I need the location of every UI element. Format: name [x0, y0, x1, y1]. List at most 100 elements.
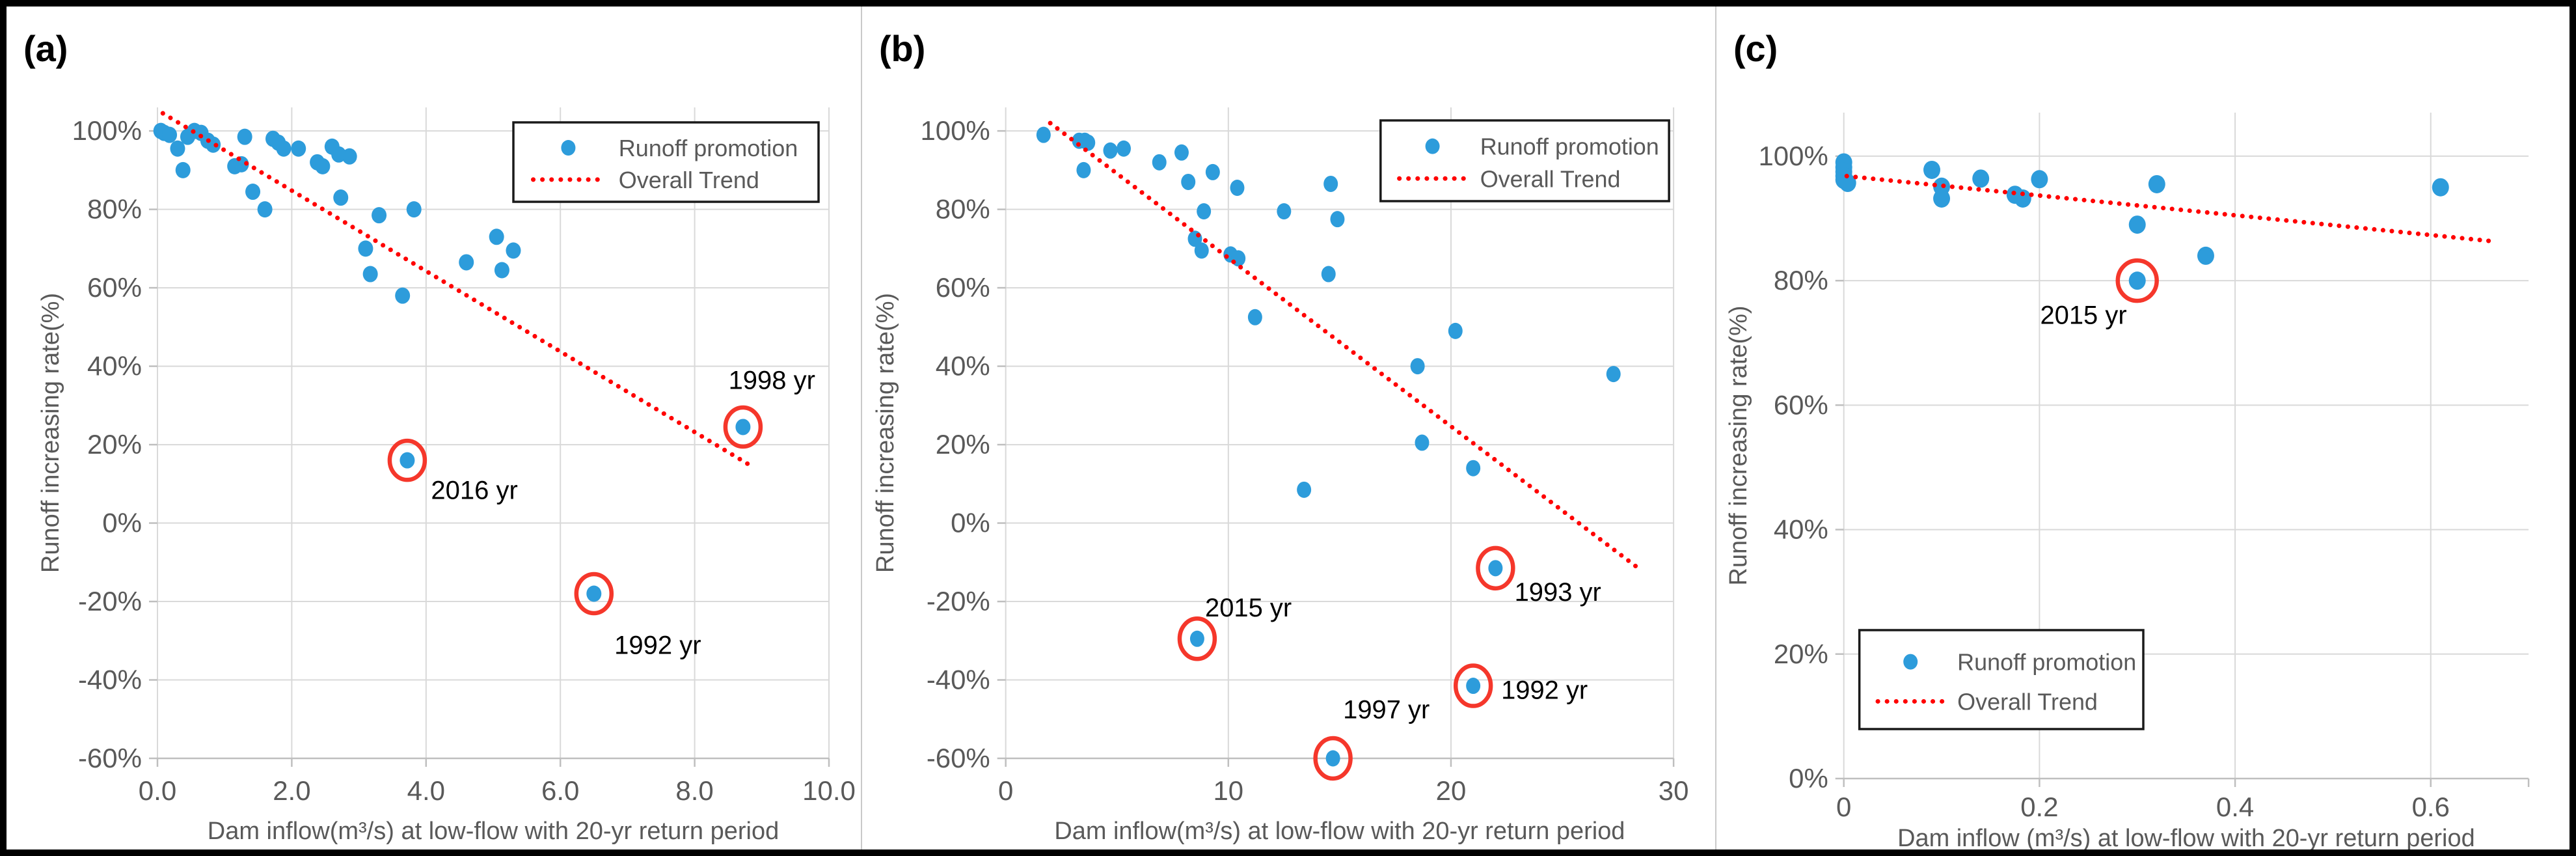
- legend-box: [1379, 119, 1670, 202]
- data-point: [175, 161, 191, 178]
- legend-marker-label: Runoff promotion: [1480, 133, 1659, 160]
- trend-line: [1048, 120, 1638, 569]
- data-point: [2014, 189, 2031, 208]
- data-point: [170, 140, 185, 157]
- y-tick-label: 0%: [951, 508, 990, 538]
- data-point: [489, 228, 504, 245]
- x-tick-label: 0.2: [2020, 792, 2058, 822]
- x-tick-label: 30: [1659, 775, 1689, 806]
- data-point: [362, 266, 378, 283]
- data-point: [245, 184, 261, 200]
- y-tick-label: 40%: [87, 351, 142, 381]
- data-point: [1076, 161, 1091, 178]
- y-tick-label: -20%: [78, 586, 142, 616]
- data-point: [1839, 174, 1856, 193]
- legend-trend-label: Overall Trend: [1480, 165, 1621, 192]
- data-point: [1606, 366, 1621, 383]
- data-point: [1923, 160, 1940, 179]
- data-point: [315, 158, 331, 174]
- data-point: [1197, 203, 1212, 220]
- data-point: [237, 128, 252, 145]
- data-point: [1466, 460, 1481, 476]
- data-point: [494, 262, 509, 279]
- y-tick-label: 60%: [936, 272, 990, 303]
- annotation-label: 2016 yr: [431, 476, 517, 504]
- y-tick-label: -40%: [927, 664, 990, 695]
- y-tick-label: 80%: [1774, 265, 1828, 296]
- highlight-circle: [723, 405, 763, 449]
- legend-marker-label: Runoff promotion: [1957, 649, 2136, 676]
- y-axis-title: Runoff increasing rate(%): [1725, 305, 1752, 585]
- data-point: [2128, 215, 2146, 234]
- x-axis-title: Dam inflow (m³/s) at low-flow with 20-yr…: [1897, 825, 2475, 849]
- x-tick-label: 8.0: [675, 775, 713, 806]
- y-tick-label: 40%: [1774, 514, 1828, 545]
- legend-marker-label: Runoff promotion: [619, 135, 798, 161]
- y-tick-label: 0%: [1789, 763, 1828, 794]
- data-point: [1277, 203, 1292, 220]
- data-point: [1410, 358, 1425, 375]
- highlight-circle: [2115, 258, 2159, 303]
- legend-box: [1858, 629, 2145, 730]
- x-tick-label: 0: [998, 775, 1013, 806]
- y-tick-label: 100%: [72, 115, 142, 146]
- x-axis-title: Dam inflow(m³/s) at low-flow with 20-yr …: [1054, 818, 1625, 845]
- data-point: [406, 201, 422, 218]
- y-tick-label: 40%: [936, 351, 990, 381]
- y-tick-label: 20%: [936, 429, 990, 460]
- annotation-label: 1997 yr: [1343, 696, 1430, 725]
- data-point: [2432, 178, 2449, 197]
- y-tick-label: 20%: [1774, 639, 1828, 669]
- highlight-circle: [387, 438, 427, 482]
- data-point: [1194, 242, 1209, 259]
- panel-b-letter: (b): [879, 28, 925, 69]
- data-point: [1230, 179, 1245, 196]
- trend-line: [160, 111, 751, 467]
- data-point: [2148, 174, 2165, 193]
- data-point: [1321, 266, 1336, 283]
- data-point: [1036, 126, 1051, 143]
- annotation-label: 1993 yr: [1515, 578, 1601, 607]
- y-tick-label: 60%: [87, 272, 142, 303]
- data-point: [1152, 154, 1167, 171]
- highlight-circle: [1476, 545, 1515, 591]
- data-point: [1205, 163, 1220, 180]
- data-point: [1323, 175, 1338, 192]
- x-tick-label: 0.6: [2412, 792, 2450, 822]
- data-point: [1415, 434, 1430, 451]
- data-point: [1448, 322, 1463, 339]
- annotation-label: 1992 yr: [614, 631, 701, 659]
- x-tick-label: 0.0: [139, 775, 176, 806]
- data-point: [276, 140, 291, 157]
- data-point: [342, 148, 357, 165]
- data-point: [333, 189, 349, 206]
- legend-marker-icon: [561, 140, 576, 156]
- chart-c: 2015 yr 100% 80% 60% 40% 20% 0% 0 0.2 0.4 0.6 Dam i…: [1725, 28, 2530, 849]
- legend-marker-icon: [1425, 138, 1440, 154]
- highlight-circle: [1177, 616, 1217, 661]
- x-tick-label: 2.0: [273, 775, 310, 806]
- annotation-label: 2015 yr: [1205, 594, 1292, 622]
- y-tick-label: 0%: [102, 508, 142, 538]
- x-tick-label: 0: [1836, 792, 1851, 822]
- annotated-data-point: [1189, 630, 1204, 647]
- x-tick-label: 10.0: [802, 775, 856, 806]
- y-axis-title: Runoff increasing rate(%): [37, 293, 64, 573]
- annotated-data-point: [1325, 750, 1340, 767]
- data-point: [1081, 134, 1096, 151]
- annotated-data-point: [1488, 560, 1503, 577]
- legend-trend-label: Overall Trend: [619, 167, 759, 193]
- x-tick-label: 6.0: [541, 775, 579, 806]
- y-tick-label: -60%: [78, 743, 142, 773]
- y-axis-title: Runoff increasing rate(%): [872, 293, 899, 573]
- x-tick-label: 10: [1213, 775, 1243, 806]
- data-point: [1174, 144, 1189, 161]
- panel-c-letter: (c): [1733, 28, 1778, 69]
- y-tick-label: 60%: [1774, 389, 1828, 420]
- panel-b: 2015 yr 1997 yr 1992 yr 1993 yr 100% 80% 60% 40…: [861, 7, 1715, 849]
- legend-box: [512, 121, 820, 203]
- data-point: [372, 207, 387, 224]
- data-point: [1972, 169, 1990, 188]
